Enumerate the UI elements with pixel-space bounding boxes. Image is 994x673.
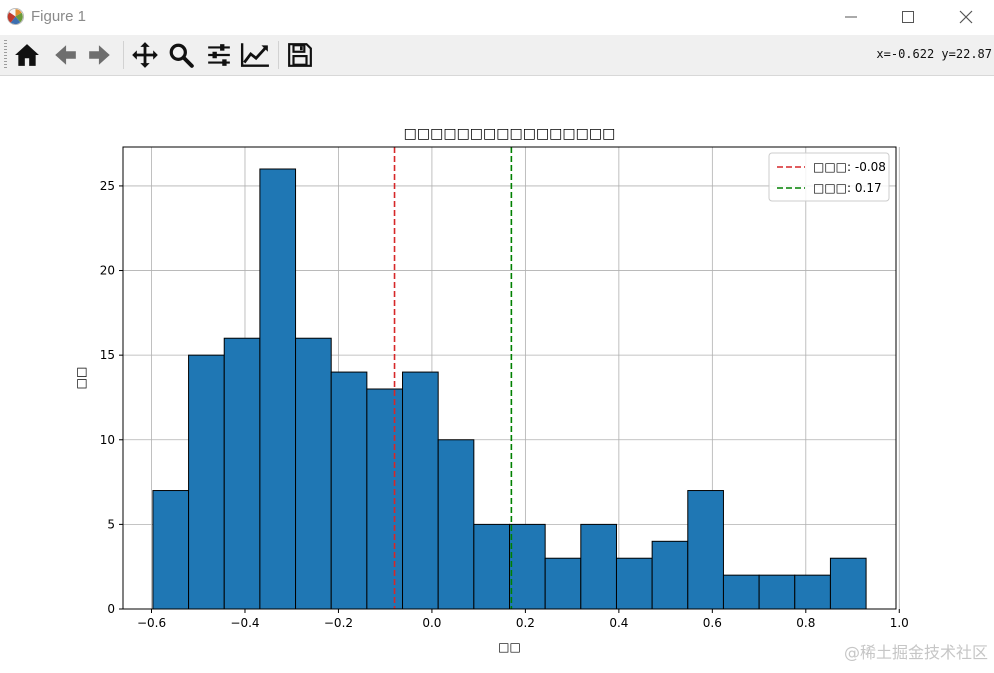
- histogram-bar: [722, 574, 760, 610]
- zoom-icon: [169, 43, 194, 68]
- x-tick-label: −0.4: [230, 616, 259, 630]
- x-tick-label: −0.2: [324, 616, 353, 630]
- legend-entry-label: □□□: -0.08: [813, 160, 886, 174]
- histogram-bar: [437, 439, 475, 610]
- pan-button[interactable]: [130, 40, 160, 70]
- title-bar: Figure 1: [0, 0, 994, 34]
- legend-entry-label: □□□: 0.17: [813, 181, 882, 195]
- x-tick-label: 0.2: [516, 616, 535, 630]
- maximize-button[interactable]: [883, 0, 933, 34]
- forward-arrow-icon: [89, 45, 110, 65]
- minimize-icon: [845, 16, 857, 18]
- histogram-bar: [580, 523, 617, 610]
- cursor-coordinates: x=-0.622 y=22.87: [876, 47, 992, 61]
- navigation-toolbar: x=-0.622 y=22.87: [0, 35, 994, 76]
- histogram-bar: [259, 168, 297, 610]
- legend-box: [768, 152, 890, 202]
- histogram-bar: [509, 523, 546, 610]
- x-tick-label: 0.4: [609, 616, 628, 630]
- histogram-bar: [223, 337, 261, 610]
- subplots-icon: [208, 44, 230, 66]
- y-tick-label: 5: [107, 517, 115, 531]
- histogram-chart: −0.6 −0.4 −0.2 0.0 0.2 0.4 0.6 0.8 1.0 0 5 10 15 20 25…: [74, 126, 909, 654]
- histogram-bar: [330, 371, 368, 610]
- axes-frame: [122, 146, 897, 610]
- histogram-bar: [615, 557, 653, 610]
- x-tick-label: 0.6: [703, 616, 722, 630]
- toolbar-separator: [123, 41, 124, 69]
- y-tick-label: 0: [107, 602, 115, 616]
- y-tick-label: 15: [100, 348, 115, 362]
- x-tick-label: 0.0: [422, 616, 441, 630]
- chart-title: □□□□□□□□□□□□□□□□: [404, 126, 616, 142]
- figure-canvas[interactable]: −0.6 −0.4 −0.2 0.0 0.2 0.4 0.6 0.8 1.0 0 5 10 15 20 25…: [0, 76, 994, 669]
- histogram-bar: [794, 574, 831, 610]
- y-tick-label: 10: [100, 433, 115, 447]
- toolbar-separator: [278, 41, 279, 69]
- histogram-bar: [829, 557, 867, 610]
- pan-icon: [132, 42, 158, 68]
- x-tick-label: −0.6: [137, 616, 166, 630]
- histogram-bar: [473, 523, 511, 610]
- minimize-button[interactable]: [826, 0, 876, 34]
- watermark: @稀土掘金技术社区: [843, 643, 988, 662]
- home-button[interactable]: [12, 40, 42, 70]
- forward-button[interactable]: [85, 40, 115, 70]
- histogram-bar: [402, 371, 439, 610]
- y-axis-label: □□: [74, 367, 88, 390]
- matplotlib-app-icon: [6, 7, 25, 26]
- histogram-bars: [152, 168, 867, 610]
- edit-axes-button[interactable]: [240, 40, 270, 70]
- window-title: Figure 1: [31, 8, 87, 25]
- back-arrow-icon: [55, 45, 76, 65]
- histogram-bar: [544, 557, 582, 610]
- reference-lines: [393, 147, 513, 609]
- x-tick-label: 0.8: [796, 616, 815, 630]
- axis-ticks: −0.6 −0.4 −0.2 0.0 0.2 0.4 0.6 0.8 1.0 0 5 10 15 20 25: [100, 179, 909, 630]
- save-button[interactable]: [285, 40, 315, 70]
- y-tick-label: 20: [100, 264, 115, 278]
- histogram-bar: [152, 490, 190, 610]
- zoom-button[interactable]: [166, 40, 196, 70]
- save-icon: [288, 43, 312, 67]
- histogram-bar: [651, 540, 689, 610]
- histogram-bar: [758, 574, 796, 610]
- back-button[interactable]: [50, 40, 80, 70]
- histogram-bar: [295, 337, 332, 610]
- y-tick-label: 25: [100, 179, 115, 193]
- close-icon: [959, 10, 973, 24]
- legend: □□□: -0.08 □□□: 0.17: [768, 152, 890, 202]
- histogram-bar: [366, 388, 404, 610]
- close-button[interactable]: [941, 0, 991, 34]
- histogram-bar: [188, 354, 225, 610]
- home-icon: [15, 44, 39, 66]
- x-axis-label: □□: [498, 640, 521, 654]
- axes-edit-icon: [240, 43, 269, 67]
- toolbar-grip[interactable]: [4, 40, 7, 70]
- x-tick-label: 1.0: [890, 616, 909, 630]
- histogram-bar: [687, 490, 724, 610]
- maximize-icon: [902, 11, 914, 23]
- configure-subplots-button[interactable]: [204, 40, 234, 70]
